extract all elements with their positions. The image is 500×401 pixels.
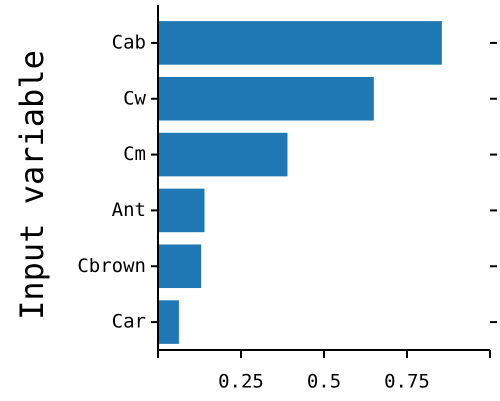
y-tick-label: Cbrown <box>77 255 146 277</box>
x-tick-label: 0.75 <box>384 371 430 393</box>
bar <box>158 188 205 233</box>
bar <box>158 21 442 65</box>
y-tick-label: Ant <box>112 199 146 221</box>
bar <box>158 132 288 177</box>
y-tick-label: Cw <box>123 87 146 109</box>
bar <box>158 300 179 344</box>
y-tick-label: Cab <box>112 31 146 53</box>
bar <box>158 244 202 289</box>
x-tick-label: 0.5 <box>307 371 341 393</box>
x-tick-label: 0.25 <box>218 371 264 393</box>
bar <box>158 76 374 121</box>
y-tick-label: Cm <box>123 143 146 165</box>
y-tick-label: Car <box>112 311 146 333</box>
y-axis-label: Input variable <box>13 50 51 320</box>
